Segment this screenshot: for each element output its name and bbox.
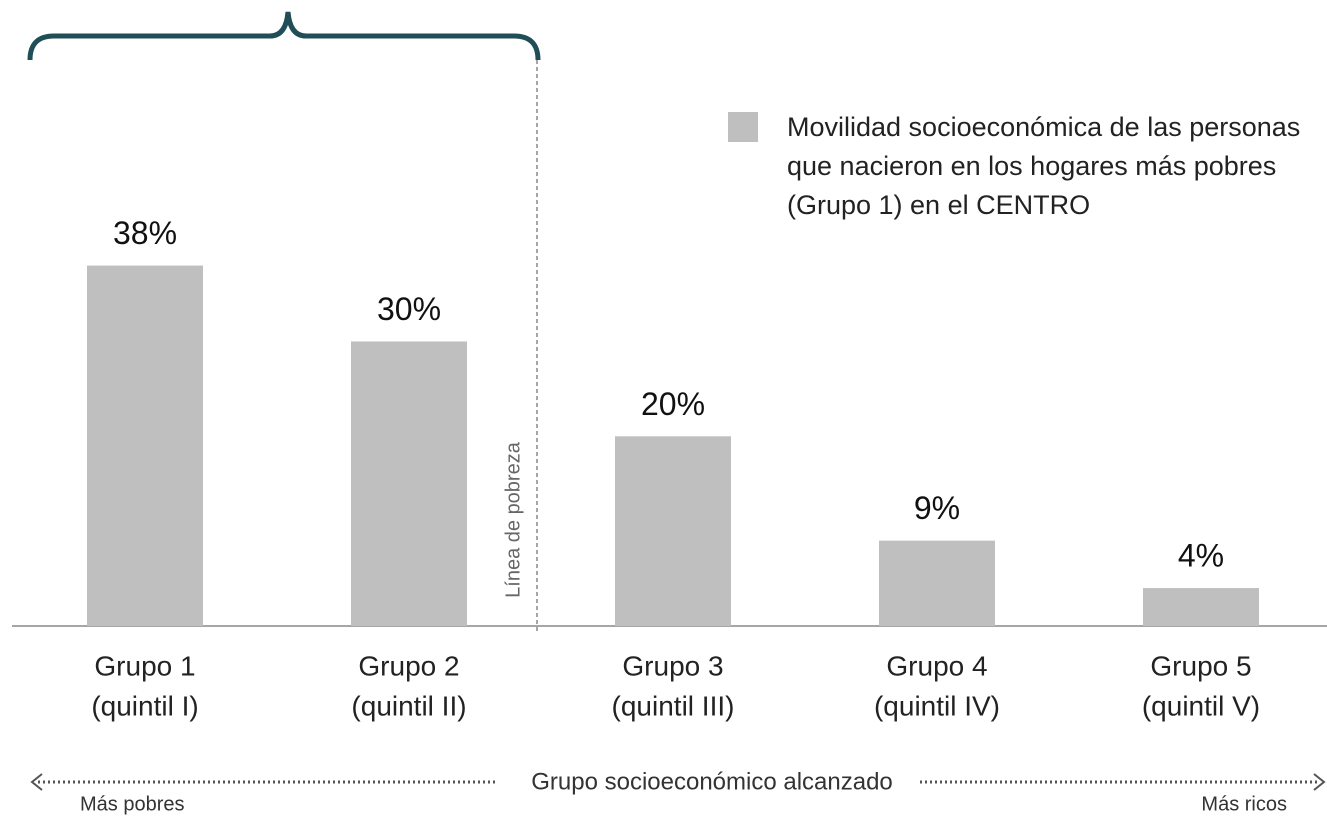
value-label: 20%	[641, 386, 705, 422]
value-label: 9%	[914, 490, 960, 526]
poverty-line-label: Línea de pobreza	[502, 441, 524, 598]
bar	[351, 341, 467, 626]
x-tick-label: Grupo 3	[622, 650, 723, 681]
x-tick-label: (quintil II)	[351, 690, 466, 721]
x-tick-label: Grupo 4	[886, 650, 987, 681]
legend-swatch	[728, 112, 758, 142]
left-end-label: Más pobres	[80, 793, 185, 815]
legend-label: Movilidad socioeconómica de las personas…	[787, 112, 1301, 220]
arrow-head	[30, 773, 43, 791]
right-end-label: Más ricos	[1201, 793, 1287, 815]
x-tick-label: Grupo 2	[358, 650, 459, 681]
bar	[615, 436, 731, 626]
bar	[879, 540, 995, 626]
bracket	[27, 11, 541, 61]
bar	[87, 265, 203, 626]
x-tick-label: (quintil IV)	[874, 690, 1000, 721]
arrow-head	[1313, 773, 1326, 791]
x-tick-label: (quintil I)	[91, 690, 198, 721]
x-tick-label: Grupo 1	[94, 650, 195, 681]
x-tick-label: (quintil V)	[1142, 690, 1260, 721]
value-label: 4%	[1178, 538, 1224, 574]
x-tick-label: Grupo 5	[1150, 650, 1251, 681]
x-axis-label: Grupo socioeconómico alcanzado	[531, 768, 893, 795]
value-label: 30%	[377, 291, 441, 327]
bar	[1143, 588, 1259, 626]
x-tick-label: (quintil III)	[612, 690, 735, 721]
value-label: 38%	[113, 215, 177, 251]
